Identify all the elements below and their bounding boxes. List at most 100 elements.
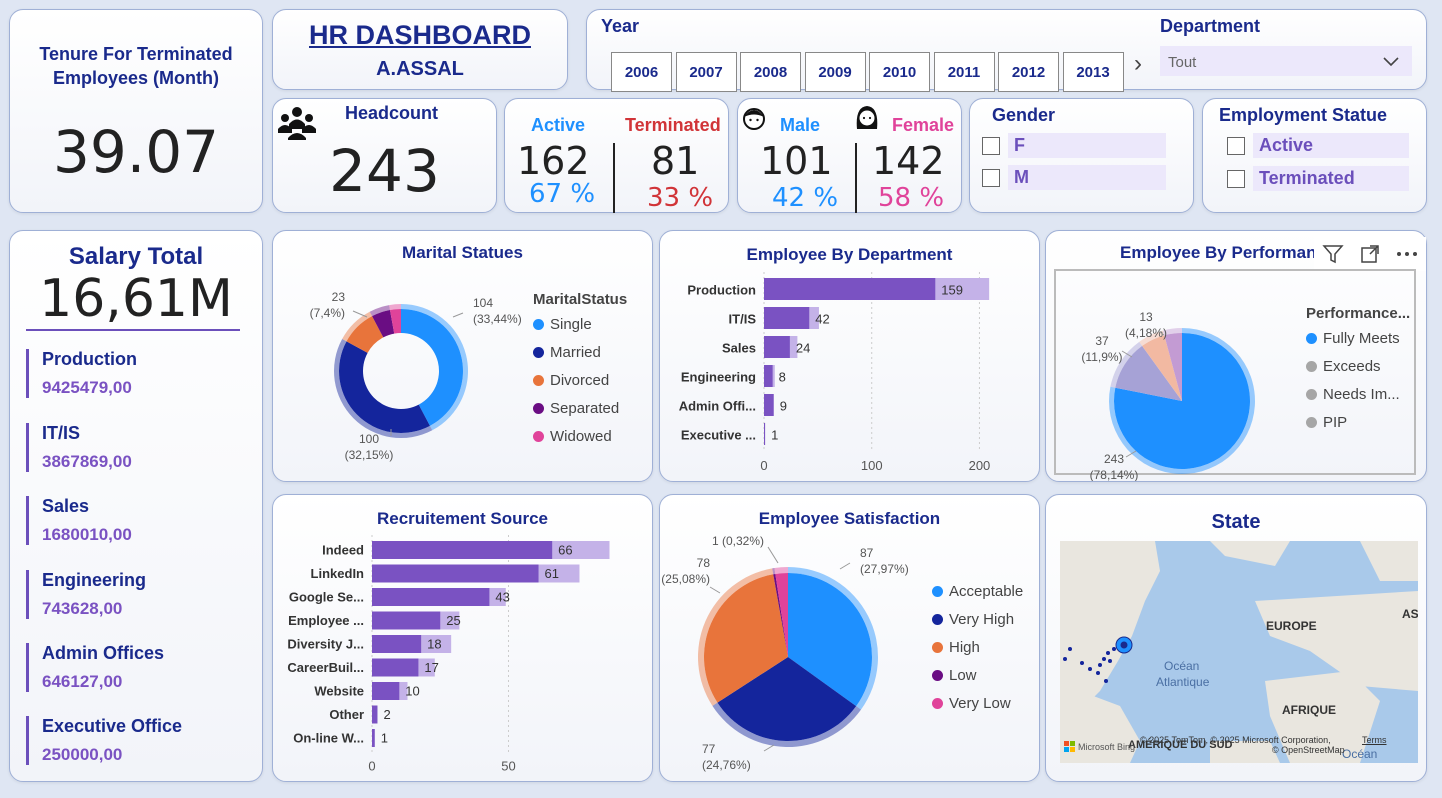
salary-dept-itis: IT/IS 3867869,00 <box>26 423 132 472</box>
legend-marker <box>533 402 544 414</box>
legend-item[interactable]: High <box>932 633 1023 661</box>
data-label: 10 <box>405 684 419 699</box>
year-option-2012[interactable]: 2012 <box>998 52 1059 92</box>
legend-label: Widowed <box>550 427 612 445</box>
status-divider <box>613 143 615 213</box>
legend-label: PIP <box>1323 413 1348 431</box>
legend-item[interactable]: Fully Meets <box>1306 324 1410 352</box>
legend-item[interactable]: Needs Im... <box>1306 380 1410 408</box>
data-label: 42 <box>815 312 829 327</box>
performance-legend: Performance... Fully Meets Exceeds Needs I… <box>1306 305 1410 436</box>
gender-option-f[interactable]: F <box>982 133 1166 158</box>
gender-option-label: M <box>1008 165 1166 190</box>
checkbox[interactable] <box>982 136 1000 155</box>
legend-item[interactable]: Very Low <box>932 689 1023 717</box>
checkbox[interactable] <box>1227 169 1245 188</box>
legend-marker <box>533 430 544 442</box>
legend-marker <box>1306 416 1317 428</box>
legend-marker <box>533 346 544 358</box>
gender-option-m[interactable]: M <box>982 165 1166 190</box>
category-label: LinkedIn <box>311 566 365 581</box>
male-label: Male <box>780 115 821 135</box>
legend-item[interactable]: Divorced <box>533 366 627 394</box>
bar-CareerBuil... <box>372 658 419 677</box>
department-slicer-label: Department <box>1160 16 1261 36</box>
map-label-europe: EUROPE <box>1266 619 1317 633</box>
chevron-right-icon[interactable]: › <box>1134 50 1142 77</box>
year-option-2006[interactable]: 2006 <box>611 52 672 92</box>
map-background <box>1060 541 1418 763</box>
map-label-africa: AFRIQUE <box>1282 703 1336 717</box>
state-map-title: State <box>1211 511 1261 533</box>
category-label: Executive ... <box>681 428 756 443</box>
legend-item[interactable]: Low <box>932 661 1023 689</box>
legend-item[interactable]: Single <box>533 310 627 338</box>
employment-option-active[interactable]: Active <box>1227 133 1409 158</box>
header-card: HR DASHBOARD A.ASSAL <box>272 9 568 90</box>
legend-marker <box>932 641 943 653</box>
year-option-2010[interactable]: 2010 <box>869 52 930 92</box>
state-map[interactable]: EUROPE Océan Atlantique AFRIQUE ASI AMÉR… <box>1060 541 1418 763</box>
data-label-pct: (4,18%) <box>1125 326 1167 340</box>
filter-icon[interactable] <box>1322 244 1344 264</box>
category-label: Engineering <box>681 370 756 385</box>
headcount-card: Headcount 243 <box>272 98 497 213</box>
bar-Google Se... <box>372 588 490 606</box>
data-label: 1 <box>771 428 778 443</box>
pie-ring-Separated <box>369 305 390 317</box>
legend-label: Exceeds <box>1323 357 1381 375</box>
year-option-2008[interactable]: 2008 <box>740 52 801 92</box>
data-label-pct: (25,08%) <box>661 572 710 586</box>
year-option-2013[interactable]: 2013 <box>1062 52 1124 92</box>
pie-slice-Divorced <box>346 316 384 353</box>
category-label: Sales <box>722 341 756 356</box>
department-dropdown[interactable]: Tout <box>1160 46 1412 76</box>
checkbox[interactable] <box>1227 136 1245 155</box>
year-option-2007[interactable]: 2007 <box>675 52 737 92</box>
leader-line <box>1121 350 1133 358</box>
data-label-value: 100 <box>359 432 379 446</box>
focus-mode-icon[interactable] <box>1360 244 1380 264</box>
selection-frame <box>1054 269 1416 475</box>
legend-item[interactable]: Acceptable <box>932 577 1023 605</box>
map-label-ocean: Océan <box>1164 659 1200 673</box>
bar-Admin Offi... <box>764 394 774 416</box>
legend-item[interactable]: Exceeds <box>1306 352 1410 380</box>
employment-option-terminated[interactable]: Terminated <box>1227 166 1409 191</box>
legend-item[interactable]: Married <box>533 338 627 366</box>
legend-item[interactable]: PIP <box>1306 408 1410 436</box>
legend-marker <box>1306 388 1317 400</box>
bar-LinkedIn <box>372 564 539 583</box>
satisfaction-chart-title: Employee Satisfaction <box>758 509 941 528</box>
legend-marker <box>533 318 544 330</box>
marital-chart-title: Marital Statues <box>402 243 523 262</box>
legend-item[interactable]: Very High <box>932 605 1023 633</box>
map-bing-logo: Microsoft Bing <box>1064 741 1135 752</box>
year-option-2011[interactable]: 2011 <box>933 52 995 92</box>
legend-label: Fully Meets <box>1323 329 1400 347</box>
marital-legend-title: MaritalStatus <box>533 291 628 308</box>
legend-item[interactable]: Widowed <box>533 422 627 450</box>
more-options-icon[interactable] <box>1396 251 1418 257</box>
data-label: 24 <box>796 341 810 356</box>
year-option-2009[interactable]: 2009 <box>804 52 866 92</box>
data-label: 2 <box>383 707 390 722</box>
data-label: 25 <box>446 613 460 628</box>
bar-Engineering <box>764 365 773 387</box>
legend-label: Acceptable <box>949 582 1024 600</box>
legend-label: High <box>949 638 980 656</box>
legend-label: Separated <box>550 399 620 417</box>
legend-item[interactable]: Separated <box>533 394 627 422</box>
employment-option-label: Active <box>1253 133 1409 158</box>
performance-chart-title: Employee By Performan <box>1120 243 1317 262</box>
data-label: 9 <box>780 399 787 414</box>
terminated-percent: 33 % <box>647 183 714 213</box>
bar-Executive ... <box>764 423 766 445</box>
headcount-value: 243 <box>329 137 440 205</box>
pie-slice-Exceeds <box>1115 345 1182 401</box>
pie-ring-Divorced <box>342 311 373 342</box>
checkbox[interactable] <box>982 168 1000 187</box>
map-terms-link[interactable]: Terms <box>1362 735 1387 745</box>
pie-slice-Acceptable <box>788 573 872 707</box>
map-label-asia: ASI <box>1402 607 1418 621</box>
